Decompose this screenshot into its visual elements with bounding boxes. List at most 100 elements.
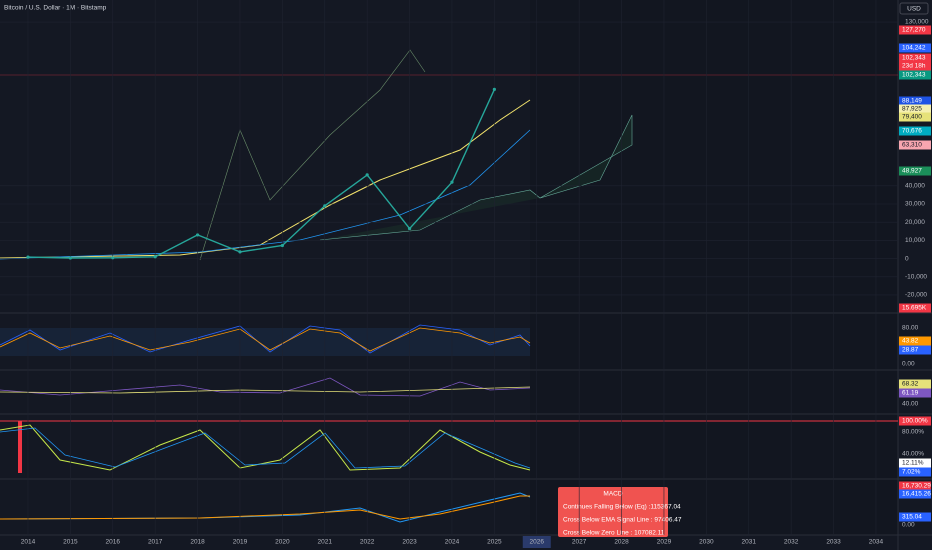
price-tag-label: 79,400: [902, 114, 922, 121]
x-tick-label: 2029: [657, 539, 672, 546]
cloud: [319, 114, 633, 241]
osc-a: [0, 424, 531, 471]
price-tag-label: 127,270: [902, 27, 926, 34]
price-tag-label: 48,927: [902, 168, 922, 175]
x-tick-label: 2018: [190, 539, 205, 546]
pane-tag: [899, 336, 931, 346]
pane-tag: [899, 345, 931, 355]
pane-label: 16,730.29: [902, 483, 931, 490]
x-tick-label: 2030: [699, 539, 714, 546]
x-tick-label: 2020: [275, 539, 290, 546]
price-point: [450, 180, 454, 184]
price-tag: [899, 43, 931, 53]
y-tick-label: 10,000: [905, 237, 925, 244]
price-tag: [899, 166, 931, 176]
popup-title: MACD: [603, 491, 622, 498]
popup-line: Cross Below Zero Line : 107082.11: [563, 530, 665, 537]
pane-label: 12.11%: [902, 460, 924, 467]
price-tag: [899, 70, 931, 80]
stoch-d: [0, 327, 531, 352]
pane-label: 7.02%: [902, 469, 921, 476]
future-area: [530, 0, 898, 535]
price-point: [407, 226, 412, 231]
pane-tag: [899, 481, 931, 491]
price-point: [111, 256, 115, 260]
x-tick-label: 2022: [360, 539, 375, 546]
pane-label: 28.87: [902, 347, 919, 354]
x-tick-label: 2015: [63, 539, 78, 546]
price-point: [68, 256, 72, 260]
macd-signal: [0, 495, 530, 520]
y-tick-label: 130,000: [905, 19, 929, 26]
y-tick-label: -10,000: [905, 274, 927, 281]
stoch-band: [0, 328, 530, 356]
crosshair-label-box: [522, 536, 551, 548]
signal-bar: [18, 421, 22, 473]
price-tag: [899, 112, 931, 122]
pane-tag: [899, 388, 931, 398]
pane-label: 16,415.26: [902, 491, 931, 498]
price-tag-label: 104,242: [902, 45, 926, 52]
price-point: [280, 243, 284, 248]
pane-label: 43.82: [902, 338, 919, 345]
x-tick-label: 2025: [487, 539, 502, 546]
price-point: [153, 255, 157, 259]
pane-label: 40.00: [902, 401, 919, 408]
price-tag: [899, 61, 931, 71]
x-tick-label: 2017: [148, 539, 163, 546]
price-tag-label: 23d 18h: [902, 63, 926, 70]
x-tick-label: 2026: [530, 539, 545, 546]
price-tag: [899, 303, 931, 313]
x-tick-label: 2032: [784, 539, 799, 546]
pane-tag: [899, 467, 931, 477]
symbol-title: Bitcoin / U.S. Dollar · 1M · Bitstamp: [4, 5, 107, 12]
pane-tag: [899, 458, 931, 468]
x-tick-label: 2033: [826, 539, 841, 546]
pane-label: 40.00%: [902, 451, 924, 458]
pane-tag: [899, 512, 931, 522]
pane-label: 100.00%: [902, 418, 928, 425]
pane-label: 315.04: [902, 514, 922, 521]
alert-popup: [558, 487, 668, 537]
price-tag-label: 88,149: [902, 98, 922, 105]
price-point: [238, 250, 242, 254]
x-tick-label: 2019: [233, 539, 248, 546]
pane-tag: [899, 416, 931, 426]
price-tag-label: 15.695K: [902, 305, 927, 312]
ma-blue: [0, 129, 531, 260]
price-point: [323, 204, 327, 208]
price-tag: [899, 25, 931, 35]
price-tag-label: 102,343: [902, 55, 926, 62]
popup-line: Continues Falling Below (Eq) :115367.04: [563, 504, 681, 511]
currency[interactable]: USD: [907, 6, 921, 13]
pane-label: 68.32: [902, 381, 919, 388]
y-tick-label: 0: [905, 255, 909, 262]
pane-label: 0.00: [902, 361, 915, 368]
price-tag-label: 102,343: [902, 72, 926, 79]
x-tick-label: 2034: [869, 539, 884, 546]
price-tag-label: 70,676: [902, 128, 922, 135]
x-tick-label: 2023: [402, 539, 417, 546]
x-tick-label: 2016: [106, 539, 121, 546]
price-point: [492, 87, 496, 91]
stoch-k: [0, 324, 531, 354]
y-tick-label: 20,000: [905, 219, 925, 226]
pane-tag: [899, 379, 931, 389]
ma-yellow: [0, 99, 531, 259]
x-tick-label: 2021: [318, 539, 333, 546]
x-tick-label: 2014: [21, 539, 36, 546]
price-point: [365, 173, 369, 177]
price-point: [26, 255, 30, 259]
y-tick-label: 40,000: [905, 183, 925, 190]
osc-b: [0, 427, 531, 469]
pane-label: 80.00%: [902, 429, 924, 436]
price-series: [27, 89, 496, 259]
x-tick-label: 2028: [614, 539, 629, 546]
x-tick-label: 2031: [742, 539, 757, 546]
price-tag: [899, 96, 931, 106]
price-tag: [899, 104, 931, 114]
rsi-ma: [0, 386, 531, 394]
y-tick-label: 30,000: [905, 201, 925, 208]
